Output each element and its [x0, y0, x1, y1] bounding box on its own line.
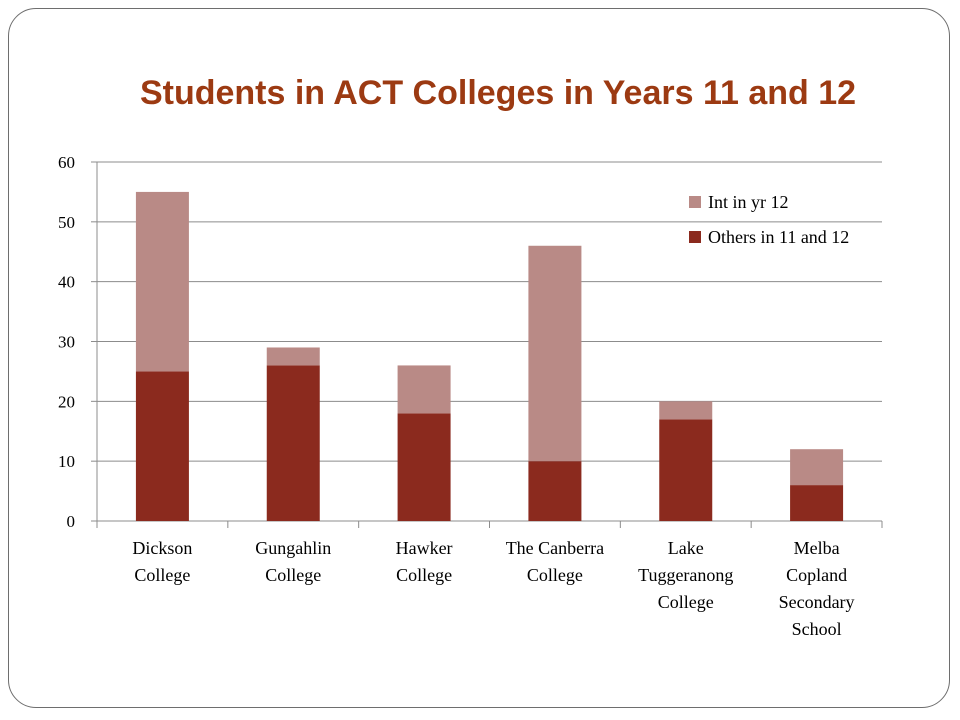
y-tick-label-30: 30: [58, 333, 75, 352]
x-tick-label-0-0: Dickson: [132, 538, 192, 558]
y-tick-label-0: 0: [67, 512, 76, 531]
legend-swatch-0: [689, 196, 701, 208]
x-tick-label-4-2: College: [658, 592, 714, 612]
bar-others-0: [135, 371, 189, 521]
x-tick-label-0-1: College: [134, 565, 190, 585]
y-tick-label-50: 50: [58, 213, 75, 232]
x-tick-label-1-0: Gungahlin: [255, 538, 331, 558]
x-tick-label-1-1: College: [265, 565, 321, 585]
y-tick-label-60: 60: [58, 153, 75, 172]
bar-int-4: [659, 401, 713, 420]
x-tick-label-5-1: Copland: [786, 565, 847, 585]
bar-others-2: [397, 413, 451, 521]
chart-title: Students in ACT Colleges in Years 11 and…: [139, 74, 857, 112]
bar-int-1: [266, 347, 320, 366]
y-tick-label-40: 40: [58, 273, 75, 292]
bar-others-4: [659, 419, 713, 521]
x-tick-label-2-0: Hawker: [396, 538, 453, 558]
y-tick-label-20: 20: [58, 392, 75, 411]
x-tick-label-4-1: Tuggeranong: [638, 565, 733, 585]
bar-int-3: [528, 245, 582, 462]
legend-label-1: Others in 11 and 12: [708, 227, 849, 247]
x-tick-label-5-2: Secondary: [779, 592, 855, 612]
x-tick-label-5-3: School: [792, 619, 842, 639]
bar-int-5: [790, 449, 844, 486]
x-tick-label-3-1: College: [527, 565, 583, 585]
legend-label-0: Int in yr 12: [708, 192, 789, 212]
x-tick-label-3-0: The Canberra: [506, 538, 604, 558]
x-tick-label-4-0: Lake: [668, 538, 704, 558]
bar-others-5: [790, 485, 844, 521]
bar-others-1: [266, 365, 320, 521]
bar-others-3: [528, 461, 582, 521]
bar-int-2: [397, 365, 451, 414]
x-tick-label-2-1: College: [396, 565, 452, 585]
bar-int-0: [135, 191, 189, 372]
y-tick-label-10: 10: [58, 452, 75, 471]
legend-swatch-1: [689, 231, 701, 243]
x-tick-label-5-0: Melba: [794, 538, 840, 558]
